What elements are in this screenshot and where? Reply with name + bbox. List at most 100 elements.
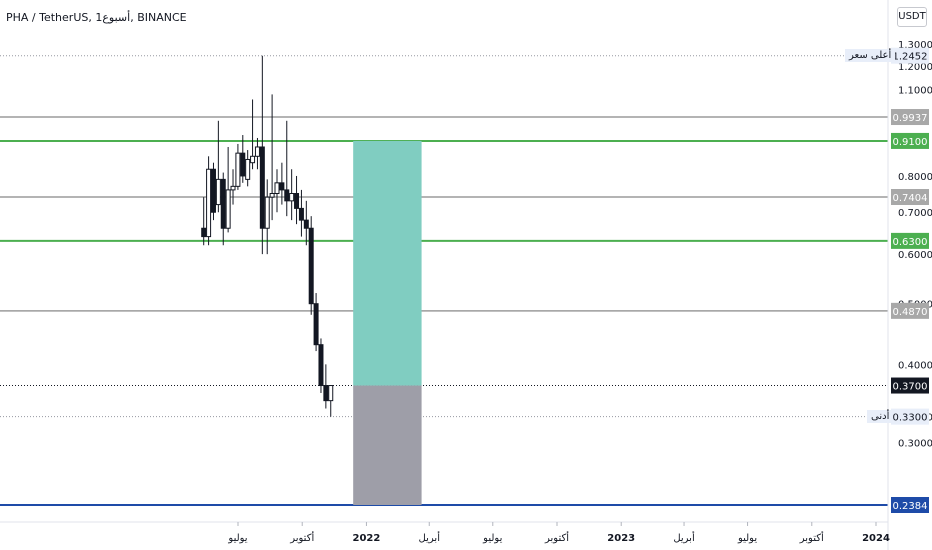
candle-body xyxy=(328,385,334,402)
price-label-0.6300-text: 0.6300 xyxy=(893,237,928,248)
x-tick-label: أكتوبر xyxy=(799,531,824,544)
candle xyxy=(259,55,265,255)
y-tick-label: 0.4000 xyxy=(898,360,932,371)
candle-body xyxy=(298,207,304,221)
candle-body xyxy=(250,155,256,164)
current-price-label: 0.3700 xyxy=(891,377,929,394)
current-price-label-bg xyxy=(891,377,929,394)
candle-body xyxy=(201,227,207,238)
low-price-label-text: 0.3300 xyxy=(893,413,928,424)
low-price-annotation: أدنى xyxy=(867,409,894,423)
price-label-0.9100: 0.9100 xyxy=(891,132,929,149)
candle-body xyxy=(225,189,231,229)
candle-body xyxy=(235,152,241,187)
x-tick-label: يوليو xyxy=(482,533,502,544)
candle xyxy=(225,146,231,233)
candle xyxy=(313,293,319,352)
y-tick-label: 0.6000 xyxy=(898,250,932,261)
high-price-annotation: أعلى سعر xyxy=(845,48,896,62)
position-zones[interactable] xyxy=(353,140,422,505)
candle-body xyxy=(308,227,314,305)
price-label-0.2384-bg xyxy=(891,497,929,513)
candle-body xyxy=(240,152,246,177)
candle-body xyxy=(259,146,265,229)
price-label-0.6300-bg xyxy=(891,232,929,249)
candle-body xyxy=(264,196,270,229)
candle xyxy=(250,99,256,170)
candle xyxy=(240,135,246,183)
time-axis[interactable]: يوليو أكتوبر 2022 أبريل يوليو أكتوبر 2023 أبريل… xyxy=(0,521,890,544)
candle-body xyxy=(254,146,260,157)
price-label-0.2384-text: 0.2384 xyxy=(893,501,928,512)
x-tick-label: 2023 xyxy=(607,533,635,544)
low-price-label-bg xyxy=(891,408,929,425)
price-label-0.9937-text: 0.9937 xyxy=(893,113,928,124)
candle-body xyxy=(323,385,329,402)
price-label-0.4870: 0.4870 xyxy=(891,302,929,319)
candle xyxy=(284,120,290,217)
candle xyxy=(254,137,260,170)
candle xyxy=(308,216,314,315)
candle-body xyxy=(206,168,212,238)
price-label-0.9937-bg xyxy=(891,109,929,126)
x-tick-label: أبريل xyxy=(673,531,695,544)
x-tick-label: أبريل xyxy=(419,531,441,544)
candle-body xyxy=(318,344,324,387)
currency-button[interactable]: USDT xyxy=(897,7,927,27)
price-label-0.6300: 0.6300 xyxy=(891,232,929,249)
candle-body xyxy=(313,303,319,346)
candle xyxy=(289,169,295,221)
high-price-label-bg xyxy=(891,47,929,64)
y-tick-label: 1.2000 xyxy=(898,62,932,73)
horizontal-lines xyxy=(0,55,888,506)
candle-body xyxy=(289,192,295,202)
current-price-label-text: 0.3700 xyxy=(893,382,928,393)
price-label-0.2384: 0.2384 xyxy=(891,497,929,513)
price-axis[interactable]: 1.30001.20001.10000.80000.70000.60000.50… xyxy=(887,0,932,550)
price-label-0.9100-bg xyxy=(891,132,929,149)
candle xyxy=(235,143,241,190)
x-tick-label: يوليو xyxy=(227,533,247,544)
candle xyxy=(298,189,304,237)
candle xyxy=(328,385,334,417)
candle xyxy=(279,162,285,205)
candle xyxy=(206,156,212,246)
candle xyxy=(230,169,236,205)
candle-body xyxy=(279,182,285,191)
x-tick-label: 2024 xyxy=(862,533,890,544)
candle-body xyxy=(245,158,251,180)
candle xyxy=(318,338,324,393)
candle xyxy=(201,197,207,246)
candle-body xyxy=(274,182,280,194)
price-label-0.7404: 0.7404 xyxy=(891,188,929,205)
candle xyxy=(215,120,221,213)
candle-body xyxy=(294,192,300,209)
x-tick-label: أكتوبر xyxy=(289,531,314,544)
candle xyxy=(294,175,300,225)
chart-title: PHA / TetherUS, 1أسبوع, BINANCE xyxy=(6,11,187,24)
candle-body xyxy=(210,168,216,213)
y-tick-label: 0.3000 xyxy=(898,439,932,450)
y-tick-label: 1.3000 xyxy=(898,40,932,51)
candle xyxy=(210,162,216,221)
candle xyxy=(220,172,226,246)
low-price-label: 0.3300 xyxy=(891,408,929,425)
price-label-0.9100-text: 0.9100 xyxy=(893,137,928,148)
candle xyxy=(264,179,270,255)
price-label-0.4870-bg xyxy=(891,302,929,319)
candle xyxy=(303,200,309,246)
price-label-0.7404-text: 0.7404 xyxy=(893,193,928,204)
x-tick-label: أكتوبر xyxy=(544,531,569,544)
price-label-0.9937: 0.9937 xyxy=(891,109,929,126)
x-tick-label: 2022 xyxy=(353,533,381,544)
price-labels: 0.9937 0.9100 0.7404 0.6300 0.4870 0.2384 1.24… xyxy=(891,47,929,513)
price-label-0.7404-bg xyxy=(891,188,929,205)
candle-body xyxy=(269,192,275,198)
candle xyxy=(269,94,275,221)
y-tick-label: 0.7000 xyxy=(898,208,932,219)
candle-body xyxy=(215,178,221,206)
y-tick-label: 0.8000 xyxy=(898,172,932,183)
candle-body xyxy=(230,185,236,191)
candle-body xyxy=(303,219,309,229)
